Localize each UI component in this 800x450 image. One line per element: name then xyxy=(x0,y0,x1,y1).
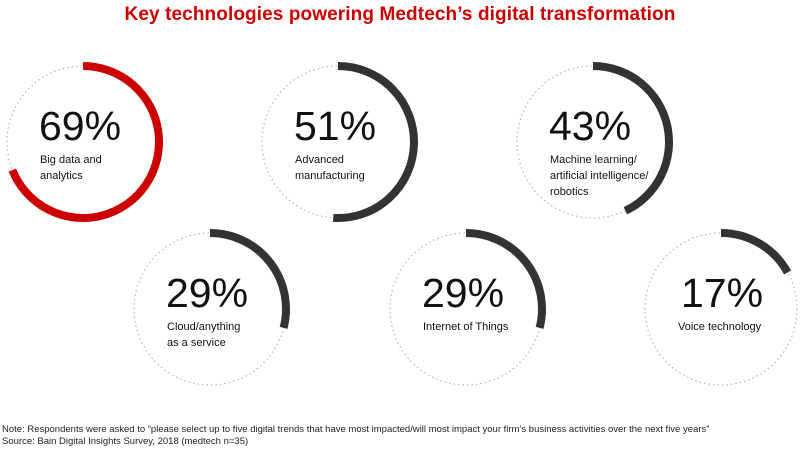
value-label-voice-technology: 17% xyxy=(681,270,764,316)
chart-title: Key technologies powering Medtech’s digi… xyxy=(124,4,676,25)
source-line: Source: Bain Digital Insights Survey, 20… xyxy=(2,436,249,447)
ring-chart-advanced-manufacturing xyxy=(261,62,418,222)
category-label-advanced-manufacturing: Advanced manufacturing xyxy=(295,154,365,182)
value-label-machine-learning: 43% xyxy=(549,103,632,149)
ring-arc-cloud xyxy=(209,229,290,329)
ring-chart-big-data xyxy=(6,62,163,222)
value-label-cloud: 29% xyxy=(166,270,249,316)
value-label-internet-of-things: 29% xyxy=(422,270,505,316)
ring-chart-internet-of-things xyxy=(389,229,546,386)
ring-arc-internet-of-things xyxy=(465,229,546,329)
ring-arc-machine-learning xyxy=(592,62,673,215)
ring-chart-voice-technology xyxy=(644,229,798,386)
ring-arc-advanced-manufacturing xyxy=(332,62,418,222)
category-label-voice-technology: Voice technology xyxy=(678,321,762,333)
metric-panel-big-data: 69% Big data and analytics xyxy=(3,62,163,222)
ring-track xyxy=(644,232,798,386)
footnote: Note: Respondents were asked to “please … xyxy=(2,424,710,435)
metric-panel-machine-learning: 43% Machine learning/ artificial intelli… xyxy=(513,62,673,222)
metric-panel-cloud: 29% Cloud/anything as a service xyxy=(130,229,290,389)
ring-arc-voice-technology xyxy=(720,229,792,275)
ring-chart-machine-learning xyxy=(516,62,673,219)
category-label-big-data: Big data and analytics xyxy=(40,154,102,182)
metric-panel-advanced-manufacturing: 51% Advanced manufacturing xyxy=(258,62,418,222)
category-label-cloud: Cloud/anything as a service xyxy=(167,321,241,349)
value-label-advanced-manufacturing: 51% xyxy=(294,103,377,149)
value-label-big-data: 69% xyxy=(39,103,122,149)
metric-panel-internet-of-things: 29% Internet of Things xyxy=(386,229,546,389)
metric-panel-voice-technology: 17% Voice technology xyxy=(641,229,800,389)
ring-chart-cloud xyxy=(133,229,290,386)
ring-arc-big-data xyxy=(8,62,163,222)
category-label-machine-learning: Machine learning/ artificial intelligenc… xyxy=(550,154,649,198)
category-label-internet-of-things: Internet of Things xyxy=(423,321,509,333)
